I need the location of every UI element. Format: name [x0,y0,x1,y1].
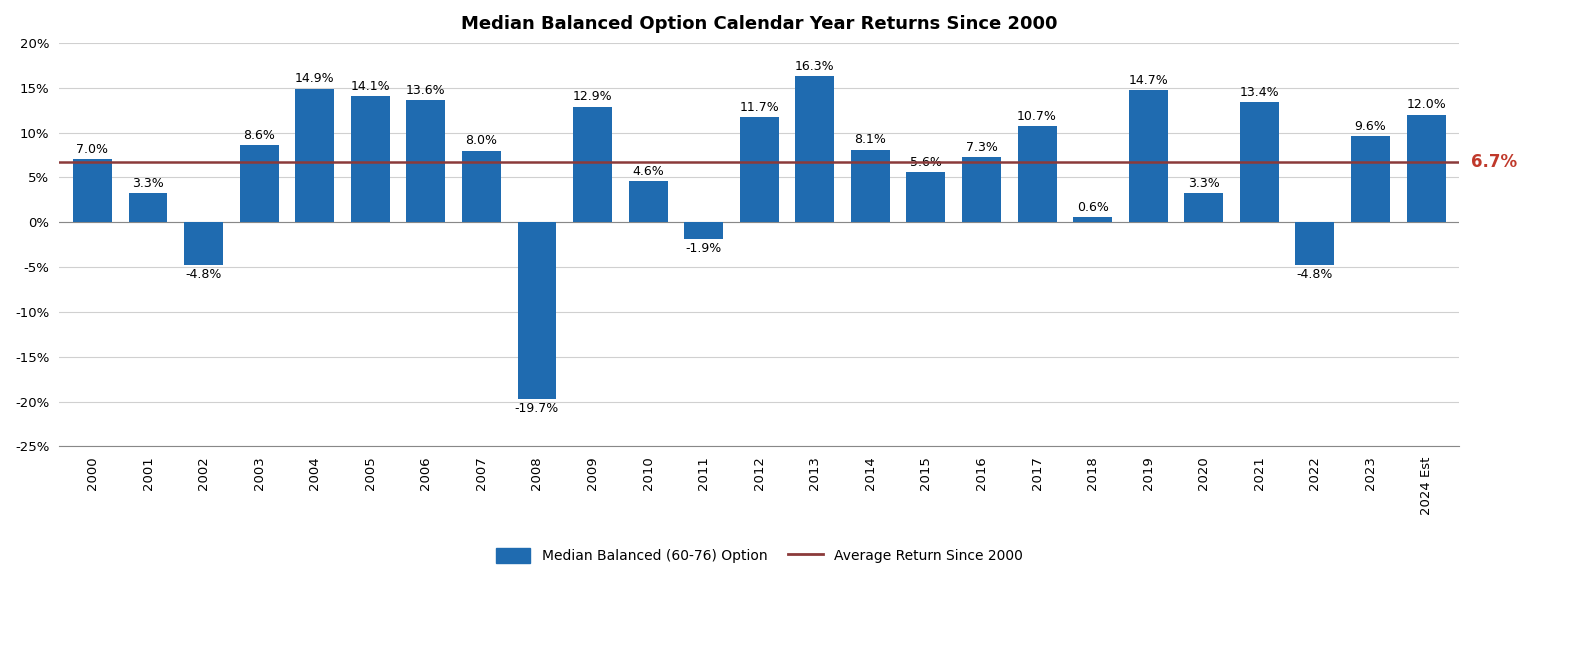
Text: 14.7%: 14.7% [1129,74,1168,87]
Text: 13.6%: 13.6% [406,84,445,97]
Text: 14.9%: 14.9% [295,72,335,85]
Bar [1352,136,1390,222]
Bar [185,222,223,266]
Text: 9.6%: 9.6% [1355,120,1386,133]
Bar [1184,193,1224,222]
Text: 16.3%: 16.3% [794,60,835,73]
Text: 11.7%: 11.7% [739,101,778,114]
Bar [1017,127,1056,222]
Text: 14.1%: 14.1% [351,79,390,92]
Bar [128,193,167,222]
Text: 6.7%: 6.7% [1470,153,1517,171]
Bar [684,222,723,239]
Bar [796,76,834,222]
Text: 13.4%: 13.4% [1240,86,1279,99]
Bar [1240,102,1279,222]
Legend: Median Balanced (60-76) Option, Average Return Since 2000: Median Balanced (60-76) Option, Average … [489,543,1028,568]
Text: -4.8%: -4.8% [185,269,221,282]
Bar [628,181,668,222]
Bar [741,118,778,222]
Bar [1129,90,1167,222]
Text: 4.6%: 4.6% [632,165,665,178]
Bar [295,89,335,222]
Text: 3.3%: 3.3% [133,176,164,189]
Bar [962,157,1001,222]
Text: 0.6%: 0.6% [1077,201,1108,214]
Text: 8.0%: 8.0% [466,134,497,147]
Bar [351,96,390,222]
Text: 8.1%: 8.1% [854,134,886,147]
Text: 3.3%: 3.3% [1187,176,1219,189]
Text: 12.9%: 12.9% [573,90,613,103]
Text: 10.7%: 10.7% [1017,110,1056,123]
Bar [851,150,891,222]
Text: -4.8%: -4.8% [1296,269,1333,282]
Bar [573,107,613,222]
Text: 7.0%: 7.0% [76,143,109,156]
Text: -1.9%: -1.9% [685,242,722,255]
Bar [518,222,556,399]
Bar [73,160,112,222]
Title: Median Balanced Option Calendar Year Returns Since 2000: Median Balanced Option Calendar Year Ret… [461,15,1058,33]
Text: 5.6%: 5.6% [910,156,943,169]
Bar [1407,114,1445,222]
Text: -19.7%: -19.7% [515,402,559,415]
Bar [906,172,946,222]
Text: 7.3%: 7.3% [966,141,998,154]
Bar [406,100,445,222]
Text: 8.6%: 8.6% [243,129,275,142]
Text: 12.0%: 12.0% [1407,98,1446,112]
Bar [463,151,501,222]
Bar [1295,222,1334,266]
Bar [240,145,278,222]
Bar [1074,217,1112,222]
